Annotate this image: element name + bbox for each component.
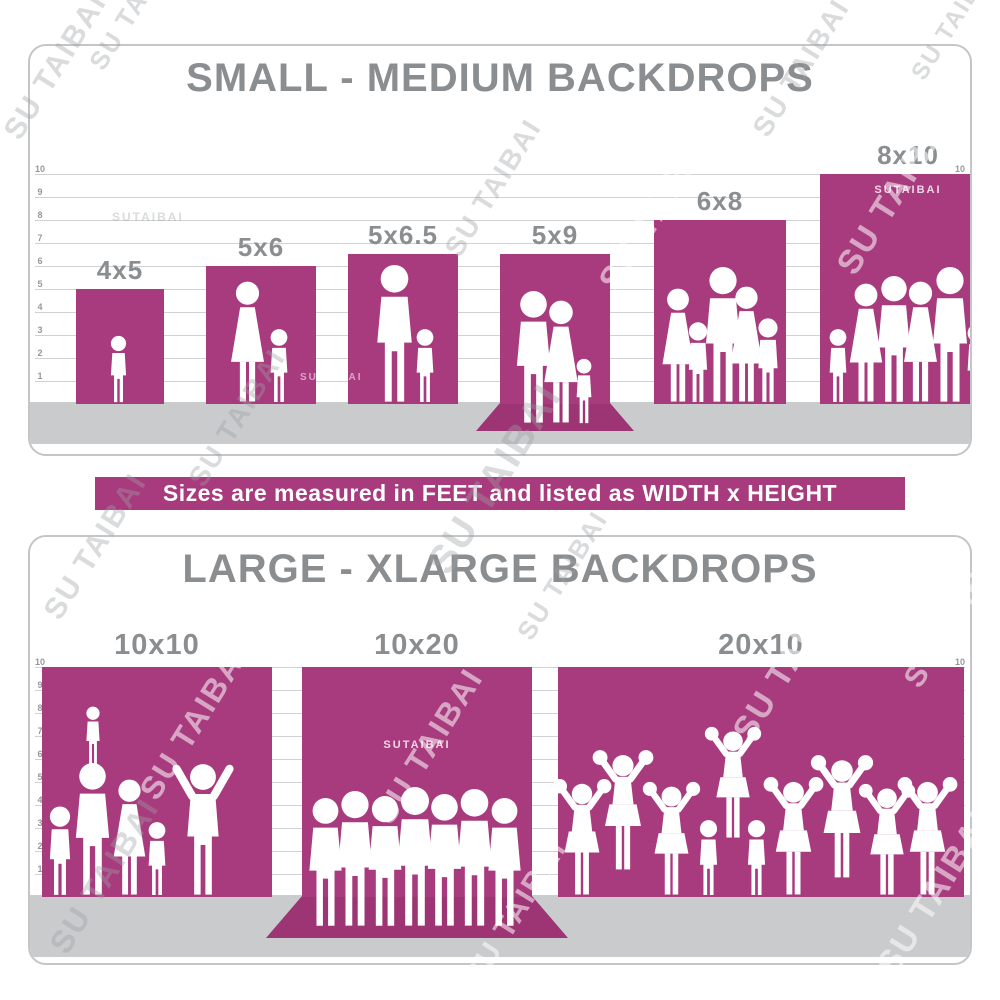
backdrop-floor-sweep xyxy=(266,896,568,938)
panel-large-xlarge: LARGE - XLARGE BACKDROPS 101099887766554… xyxy=(28,535,972,965)
backdrop-4x5 xyxy=(76,289,164,404)
scale-number-right: 10 xyxy=(954,164,965,174)
silhouette-child xyxy=(101,334,136,403)
scale-line xyxy=(35,174,965,175)
measurement-note-text: Sizes are measured in FEET and listed as… xyxy=(162,480,838,506)
backdrop-6x8 xyxy=(654,220,786,404)
scale-number-left: 1 xyxy=(37,371,43,381)
silhouette-cheer xyxy=(810,752,874,879)
silhouette-adult xyxy=(293,798,358,927)
scale-number-right: 10 xyxy=(954,657,965,667)
scale-number-left: 1 xyxy=(37,864,43,874)
backdrop-size-label: 8x10 xyxy=(877,140,939,170)
silhouette-child xyxy=(78,705,108,765)
silhouette-child xyxy=(737,818,776,896)
silhouette-child xyxy=(677,320,719,403)
silhouette-woman xyxy=(100,779,159,896)
scale-number-left: 7 xyxy=(37,726,43,736)
scale-number-left: 9 xyxy=(37,187,43,197)
silhouette-adult xyxy=(440,789,509,927)
scale-number-left: 4 xyxy=(37,795,43,805)
silhouette-child xyxy=(746,316,790,403)
scale-number-left: 9 xyxy=(37,680,43,690)
stage-small-medium: 10109988776655443322114x55x65x6.55x96x8S… xyxy=(30,46,970,454)
scale-number-left: 8 xyxy=(37,210,43,220)
backdrop-8x10: SUTAIBAI xyxy=(819,174,970,404)
silhouette-cheer xyxy=(763,774,824,896)
scale-number-left: 10 xyxy=(34,164,45,174)
silhouette-woman xyxy=(217,281,278,403)
silhouette-armsup xyxy=(169,760,237,896)
silhouette-cheer xyxy=(552,776,612,896)
silhouette-adult xyxy=(360,265,429,403)
silhouette-child xyxy=(406,327,444,403)
silhouette-child xyxy=(37,804,83,896)
backdrop-size-label: 20x10 xyxy=(718,629,804,661)
silhouette-woman xyxy=(836,283,896,403)
silhouette-cheer xyxy=(704,724,762,839)
silhouette-child xyxy=(819,327,857,403)
silhouette-adult xyxy=(59,763,126,896)
backdrop-5x9 xyxy=(500,254,610,424)
silhouette-child xyxy=(138,820,176,896)
backdrop-size-label: 5x6 xyxy=(237,232,285,262)
panel-title-large-xlarge: LARGE - XLARGE BACKDROPS xyxy=(182,547,818,591)
silhouette-woman xyxy=(530,300,592,424)
scale-line xyxy=(35,197,965,198)
backdrop-10x10 xyxy=(42,667,272,897)
silhouette-cheer xyxy=(642,779,701,896)
measurement-note-banner: Sizes are measured in FEET and listed as… xyxy=(95,477,905,510)
backdrop-size-label: 5x9 xyxy=(531,220,579,250)
bar-watermark-text: SUTAIBAI xyxy=(383,739,451,751)
scale-number-left: 10 xyxy=(34,657,45,667)
silhouette-cheer xyxy=(592,747,654,871)
scale-number-left: 5 xyxy=(37,279,43,289)
backdrop-size-label: 10x20 xyxy=(374,629,460,661)
silhouette-woman xyxy=(717,286,776,403)
silhouette-child xyxy=(260,327,298,403)
scale-number-left: 5 xyxy=(37,772,43,782)
stage-large-xlarge: 101099887766554433221110x10SUTAIBAI10x20… xyxy=(30,537,970,963)
silhouette-cheer xyxy=(897,774,958,896)
scale-number-left: 6 xyxy=(37,256,43,266)
scale-number-left: 2 xyxy=(37,348,43,358)
scale-number-left: 2 xyxy=(37,841,43,851)
panel-title-small-medium: SMALL - MEDIUM BACKDROPS xyxy=(186,56,814,100)
silhouette-adult xyxy=(500,291,567,424)
scale-number-left: 6 xyxy=(37,749,43,759)
silhouette-adult xyxy=(472,798,537,927)
backdrop-5x6 xyxy=(206,266,316,404)
silhouette-adult xyxy=(916,267,970,403)
silhouette-child xyxy=(689,818,728,896)
silhouette-adult xyxy=(352,796,418,927)
silhouette-cheer xyxy=(858,781,916,896)
silhouette-adult xyxy=(321,791,389,927)
scale-number-left: 3 xyxy=(37,818,43,828)
backdrop-size-label: 4x5 xyxy=(96,255,144,285)
silhouette-adult xyxy=(380,787,450,927)
backdrop-size-label: 5x6.5 xyxy=(367,220,439,250)
panel-small-medium: SMALL - MEDIUM BACKDROPS 101099887766554… xyxy=(28,44,972,456)
silhouette-child xyxy=(567,357,601,424)
backdrop-size-label: 10x10 xyxy=(114,629,200,661)
backdrop-10x20: SUTAIBAI xyxy=(302,667,532,926)
silhouette-woman xyxy=(890,281,951,403)
silhouette-adult xyxy=(689,267,757,403)
backdrop-5x6.5 xyxy=(348,254,458,404)
scale-line xyxy=(35,220,965,221)
backdrop-20x10 xyxy=(552,667,964,897)
scale-number-left: 8 xyxy=(37,703,43,713)
scale-number-left: 7 xyxy=(37,233,43,243)
silhouette-woman xyxy=(649,288,707,403)
scale-line xyxy=(35,243,965,244)
silhouette-adult xyxy=(862,276,926,403)
bar-watermark-text: SUTAIBAI xyxy=(874,184,942,196)
scale-number-left: 3 xyxy=(37,325,43,335)
silhouette-adult xyxy=(411,794,478,927)
silhouette-child xyxy=(956,322,970,403)
backdrop-size-label: 6x8 xyxy=(696,186,744,216)
scale-number-left: 4 xyxy=(37,302,43,312)
